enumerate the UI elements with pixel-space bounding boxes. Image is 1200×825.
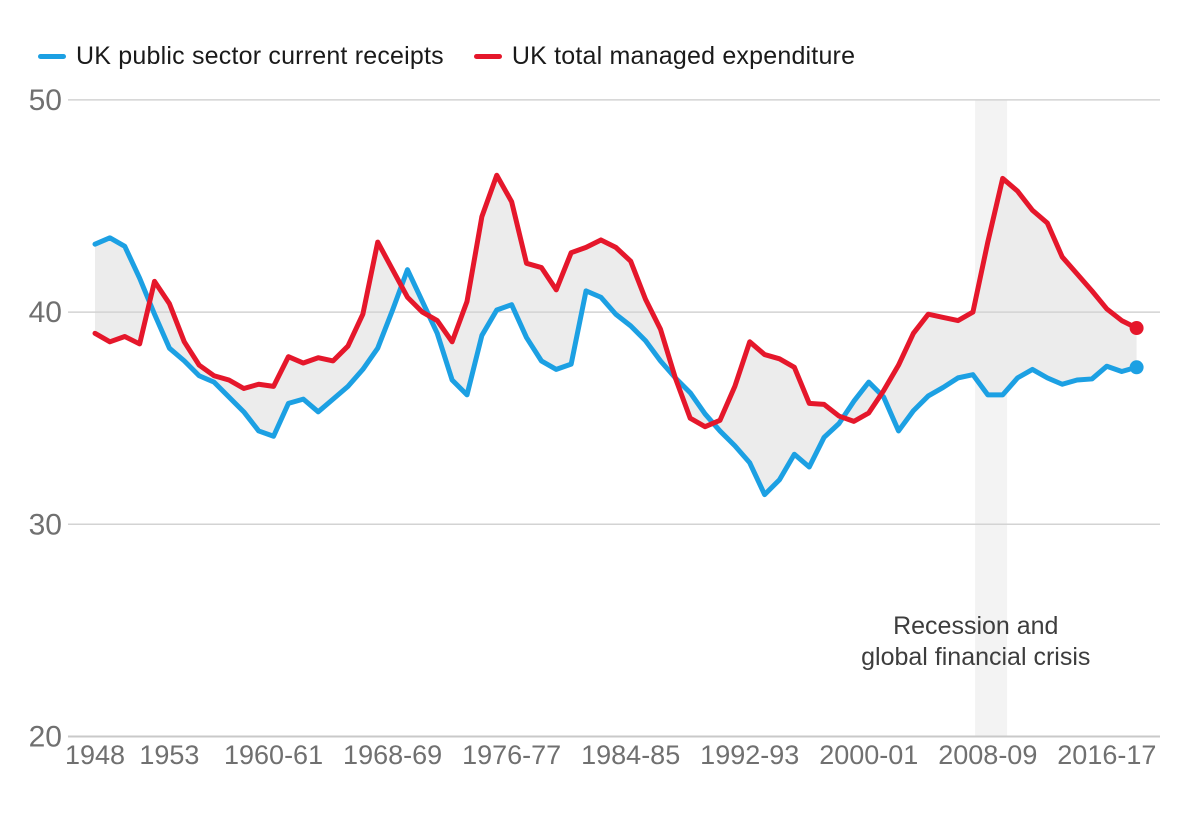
x-tick-label: 2000-01 xyxy=(819,740,918,770)
x-tick-label: 1984-85 xyxy=(581,740,680,770)
expenditure-line-swatch-icon xyxy=(473,54,502,59)
y-tick-label: 20 xyxy=(29,721,62,754)
chart-legend: UK public sector current receipts UK tot… xyxy=(38,42,855,71)
y-tick-label: 50 xyxy=(29,84,62,117)
y-tick-label: 30 xyxy=(29,508,62,541)
x-tick-label: 2016-17 xyxy=(1057,740,1156,770)
receipts-line-swatch-icon xyxy=(38,54,66,59)
legend-item-expenditure: UK total managed expenditure xyxy=(473,42,856,71)
x-tick-label: 1976-77 xyxy=(462,740,561,770)
receipts-line-end-dot xyxy=(1129,360,1144,375)
legend-item-receipts: UK public sector current receipts xyxy=(38,42,444,71)
x-tick-label: 1992-93 xyxy=(700,740,799,770)
fill-between-series xyxy=(95,175,1137,495)
y-tick-label: 40 xyxy=(29,296,62,329)
legend-label-expenditure: UK total managed expenditure xyxy=(511,42,856,70)
receipts-line xyxy=(92,235,1140,498)
recession-annotation-line: global financial crisis xyxy=(861,643,1090,671)
x-tick-label: 1960-61 xyxy=(224,740,323,770)
legend-label-receipts: UK public sector current receipts xyxy=(76,42,444,70)
expenditure-line xyxy=(92,172,1140,430)
x-tick-label: 1968-69 xyxy=(343,740,442,770)
x-tick-label: 1948 xyxy=(65,740,125,770)
recession-annotation-line: Recession and xyxy=(893,612,1058,640)
x-tick-label: 1953 xyxy=(139,740,199,770)
x-tick-label: 2008-09 xyxy=(938,740,1037,770)
expenditure-line-end-dot xyxy=(1129,321,1144,336)
